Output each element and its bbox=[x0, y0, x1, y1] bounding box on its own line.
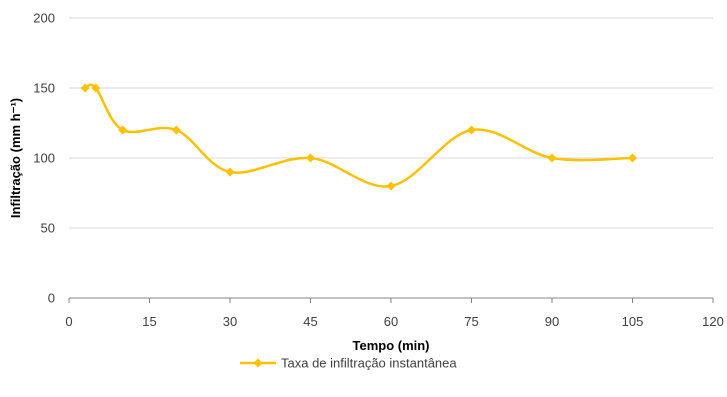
x-tick-label: 120 bbox=[702, 314, 724, 329]
y-tick-label: 0 bbox=[48, 291, 55, 306]
x-tick-label: 30 bbox=[223, 314, 237, 329]
x-tick-label: 105 bbox=[622, 314, 644, 329]
data-point-marker bbox=[306, 153, 315, 163]
legend: Taxa de infiltração instantânea bbox=[240, 356, 457, 371]
y-tick-labels: 0 50 100 150 200 bbox=[33, 11, 55, 306]
data-point-marker bbox=[80, 83, 90, 93]
series-line bbox=[84, 83, 633, 188]
y-tick-label: 200 bbox=[33, 11, 55, 26]
y-axis-title: Infiltração (mm h⁻¹) bbox=[8, 98, 23, 218]
y-tick-label: 100 bbox=[33, 151, 55, 166]
y-tick-label: 150 bbox=[33, 81, 55, 96]
data-point-marker bbox=[91, 83, 101, 93]
x-tick-labels: 0 15 30 45 60 75 90 105 120 bbox=[65, 298, 724, 329]
x-tick-label: 0 bbox=[65, 314, 72, 329]
x-tick-label: 75 bbox=[464, 314, 478, 329]
data-point-marker bbox=[547, 153, 557, 163]
gridlines bbox=[69, 17, 713, 229]
x-tick-label: 60 bbox=[384, 314, 398, 329]
legend-entry-label: Taxa de infiltração instantânea bbox=[281, 356, 457, 371]
data-point-marker bbox=[628, 153, 637, 163]
x-tick-label: 90 bbox=[545, 314, 559, 329]
x-axis-title: Tempo (min) bbox=[352, 338, 429, 353]
x-tick-label: 45 bbox=[303, 314, 317, 329]
data-point-marker bbox=[171, 125, 181, 135]
series-markers bbox=[80, 83, 637, 191]
x-tick-label: 15 bbox=[142, 314, 156, 329]
y-tick-label: 50 bbox=[41, 221, 55, 236]
data-point-marker bbox=[386, 181, 396, 191]
data-point-marker bbox=[467, 125, 476, 135]
data-point-marker bbox=[225, 167, 235, 177]
legend-marker-swatch bbox=[253, 358, 263, 368]
data-point-marker bbox=[118, 125, 128, 135]
